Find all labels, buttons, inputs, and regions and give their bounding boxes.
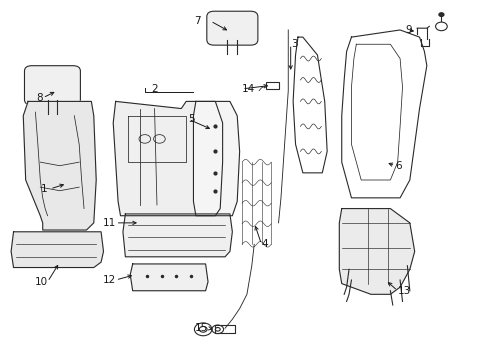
Polygon shape: [23, 102, 96, 230]
Text: 6: 6: [394, 161, 401, 171]
FancyBboxPatch shape: [24, 66, 80, 105]
Polygon shape: [193, 102, 239, 216]
Text: 10: 10: [34, 277, 47, 287]
Text: 4: 4: [261, 239, 267, 249]
Polygon shape: [122, 214, 232, 257]
Text: 13: 13: [397, 286, 410, 296]
Text: 2: 2: [151, 84, 158, 94]
FancyBboxPatch shape: [206, 11, 257, 45]
Text: 15: 15: [194, 323, 207, 333]
Text: 9: 9: [404, 25, 411, 35]
Text: 7: 7: [194, 16, 201, 26]
Polygon shape: [113, 102, 222, 216]
Text: 1: 1: [41, 184, 47, 194]
Text: 12: 12: [102, 275, 116, 285]
Text: 11: 11: [102, 218, 116, 228]
Text: 5: 5: [188, 114, 195, 124]
Polygon shape: [130, 264, 207, 291]
Circle shape: [438, 13, 443, 17]
Polygon shape: [339, 208, 414, 294]
Polygon shape: [11, 232, 103, 267]
Text: 8: 8: [36, 93, 42, 103]
Text: 14: 14: [242, 84, 255, 94]
Bar: [266, 82, 278, 89]
Text: 3: 3: [290, 39, 297, 49]
